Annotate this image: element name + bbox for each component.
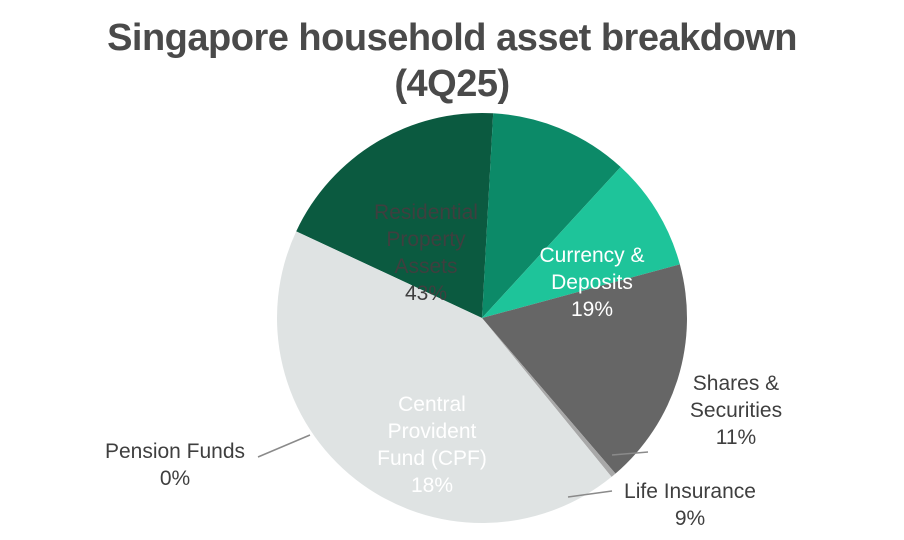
slice-label-shares-securities: Shares & Securities 11%: [690, 372, 782, 449]
pie-slice-central-provident-fund-cpf: [482, 264, 687, 474]
slice-label-central-provident-fund-cpf: Central Provident Fund (CPF) 18%: [377, 393, 487, 497]
pie-slice-life-insurance: [482, 167, 680, 318]
chart-title-line-2: (4Q25): [394, 63, 510, 105]
pie-slice-shares-securities: [482, 113, 621, 318]
slice-label-currency-deposits: Currency & Deposits 19%: [539, 244, 644, 321]
pie-slice-residential-property-assets: [277, 231, 612, 523]
leader-line-shares-securities: [611, 451, 649, 456]
pie-slice-currency-deposits: [296, 113, 494, 318]
pie-slice-pension-funds: [482, 318, 616, 477]
leader-line-pension-funds: [257, 434, 311, 458]
slice-label-life-insurance: Life Insurance 9%: [624, 480, 756, 530]
leader-line-life-insurance: [567, 490, 613, 498]
chart-title-line-1: Singapore household asset breakdown: [107, 17, 797, 59]
slice-label-residential-property-assets: Residential Property Assets 43%: [374, 201, 478, 305]
slice-label-pension-funds: Pension Funds 0%: [105, 440, 245, 490]
